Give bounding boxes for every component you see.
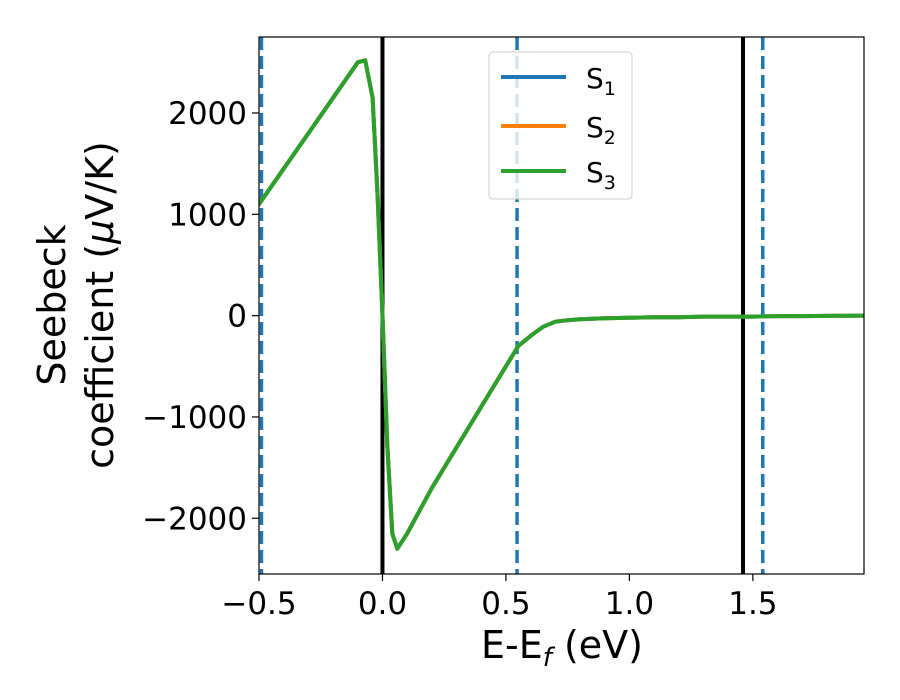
series-lines — [259, 58, 864, 551]
y-axis-label-pre: coefficient ( — [78, 244, 122, 469]
x-tick-label: −0.5 — [221, 586, 296, 622]
x-tick-label: 0.0 — [358, 586, 407, 622]
plot-frame — [258, 36, 865, 575]
y-axis-label-mu: μ — [78, 220, 122, 245]
x-tick-label: 0.5 — [481, 586, 530, 622]
legend: S1 S2 S3 — [488, 51, 633, 200]
legend-label-s3: S3 — [586, 156, 616, 194]
y-tick-label: −1000 — [142, 400, 247, 436]
legend-label-s2-sub: 2 — [604, 127, 616, 149]
series-line-s3 — [259, 58, 864, 551]
legend-label-s1: S1 — [586, 62, 616, 100]
legend-label-s3-main: S — [586, 156, 604, 189]
y-axis-label-line2: coefficient (μV/K) — [78, 141, 122, 469]
legend-label-s2-main: S — [586, 111, 604, 144]
y-axis-label-line1: Seebeck — [30, 224, 74, 385]
y-axis-ticks: 2000 1000 0 −1000 −2000 — [142, 96, 259, 537]
legend-label-s2: S2 — [586, 111, 616, 149]
legend-label-s1-sub: 1 — [604, 78, 616, 100]
y-axis-label: Seebeck coefficient (μV/K) — [30, 141, 122, 469]
y-tick-label: 2000 — [168, 96, 247, 132]
x-tick-label: 1.0 — [605, 586, 654, 622]
y-tick-label: 1000 — [168, 197, 247, 233]
x-tick-label: 1.5 — [728, 586, 777, 622]
x-axis-label-rest: (eV) — [552, 623, 643, 667]
x-axis-label: E-Ef (eV) — [481, 623, 643, 673]
y-axis-label-post: V/K) — [78, 141, 122, 220]
y-tick-label: 0 — [227, 299, 247, 335]
legend-label-s3-sub: 3 — [604, 172, 616, 194]
x-axis-ticks: −0.5 0.0 0.5 1.0 1.5 — [221, 574, 778, 622]
y-tick-label: −2000 — [142, 501, 247, 537]
legend-label-s1-main: S — [586, 62, 604, 95]
x-axis-label-main: E-E — [481, 623, 543, 667]
